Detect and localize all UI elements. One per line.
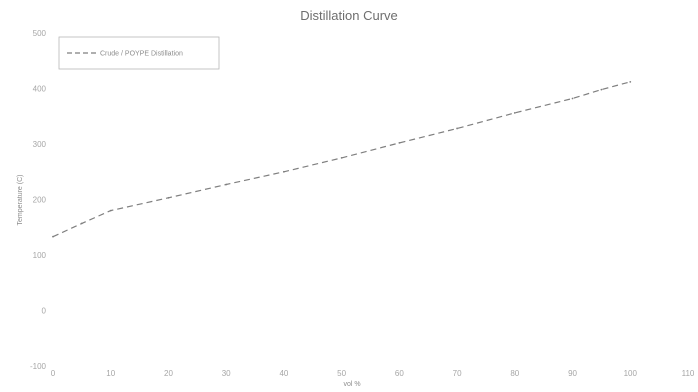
x-axis-label: vol % — [343, 381, 360, 388]
data-point — [225, 183, 228, 186]
y-tick-label: 500 — [33, 29, 47, 38]
data-point — [513, 112, 516, 114]
legend-label: Crude / POYPE Distillation — [100, 51, 183, 58]
data-point — [600, 88, 603, 91]
x-tick-label: 50 — [337, 369, 346, 378]
x-tick-label: 40 — [279, 369, 288, 378]
x-tick-label: 10 — [106, 369, 115, 378]
data-point — [52, 235, 54, 238]
data-point — [109, 209, 112, 212]
x-tick-label: 30 — [222, 369, 231, 378]
x-axis-ticks: 0 10 20 30 40 50 60 70 80 90 100 110 — [51, 369, 695, 378]
y-tick-label: 400 — [33, 85, 47, 94]
data-point — [398, 141, 401, 144]
x-tick-label: 110 — [682, 369, 695, 378]
data-point — [283, 170, 285, 173]
data-point — [340, 156, 343, 159]
y-tick-label: 0 — [42, 307, 47, 316]
x-tick-label: 0 — [51, 369, 56, 378]
series-layer — [52, 80, 632, 238]
y-tick-label: -100 — [30, 362, 47, 371]
chart-title: Distillation Curve — [300, 8, 398, 23]
data-point — [456, 127, 458, 130]
x-tick-label: 70 — [453, 369, 462, 378]
legend: Crude / POYPE Distillation — [58, 36, 220, 70]
y-axis-ticks: -100 0 100 200 300 400 500 — [30, 29, 47, 371]
x-tick-label: 80 — [510, 369, 519, 378]
x-tick-label: 90 — [568, 369, 577, 378]
data-point — [167, 196, 170, 199]
y-axis-label: Temperature (C) — [17, 175, 24, 226]
data-point — [571, 97, 574, 100]
x-tick-label: 100 — [624, 369, 638, 378]
x-tick-label: 60 — [395, 369, 404, 378]
data-point — [629, 80, 632, 83]
x-tick-label: 20 — [164, 369, 173, 378]
data-point — [80, 222, 83, 225]
series-line — [52, 81, 631, 238]
y-tick-label: 300 — [33, 140, 47, 149]
y-tick-label: 200 — [33, 196, 47, 205]
y-tick-label: 100 — [33, 251, 47, 260]
